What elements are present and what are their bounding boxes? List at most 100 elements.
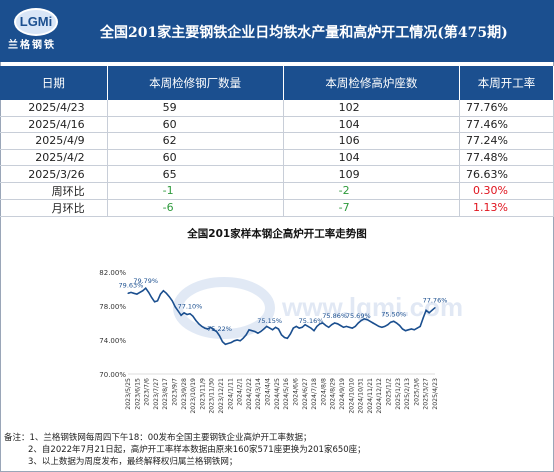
data-point (337, 323, 339, 325)
data-point (298, 327, 300, 329)
data-point (292, 327, 294, 329)
data-point (139, 291, 141, 293)
x-tick-label: 2024/6/27 (302, 378, 309, 410)
data-point (171, 300, 173, 302)
data-point (360, 319, 362, 322)
data-point (216, 330, 218, 333)
x-tick-label: 2025/2/13 (404, 378, 411, 410)
data-label: 75.50% (381, 310, 406, 318)
data-point (416, 327, 418, 329)
data-label: 77.10% (178, 303, 203, 311)
x-tick-label: 2023/9/28 (181, 378, 188, 410)
data-point (422, 317, 424, 319)
data-point (301, 326, 303, 328)
y-tick-label: 78.00% (99, 303, 126, 311)
data-point (174, 306, 176, 308)
col-mills-header: 本周检修钢厂数量 (107, 66, 284, 100)
data-point (316, 325, 318, 327)
cell-date: 2025/4/2 (0, 149, 108, 167)
cell-date: 2025/4/23 (0, 100, 108, 117)
data-point (283, 336, 286, 339)
data-point (198, 323, 200, 325)
x-tick-label: 2024/4/25 (274, 378, 281, 410)
data-point (310, 327, 312, 329)
table-row: 2025/4/9 62 106 77.24% (0, 132, 554, 150)
col-furnaces-header: 本周检修高炉座数 (283, 66, 461, 100)
data-point (227, 342, 229, 344)
table-row: 2025/4/23 59 102 77.76% (0, 100, 554, 117)
x-tick-label: 2024/3/14 (255, 378, 262, 410)
data-point (156, 300, 159, 302)
cell-rate: 77.48% (459, 149, 554, 167)
x-axis: 2023/5/25 2023/6/15 2023/7/6 2023/7/27 2023/… (125, 373, 439, 414)
notes: 备注：1、兰格钢铁网每周四下午18：00发布全国主要钢铁企业高炉开工率数据； 2… (4, 432, 366, 468)
cell-date: 2025/3/26 (0, 165, 108, 183)
data-point (277, 328, 280, 330)
data-point (210, 326, 212, 328)
x-tick-label: 2023/8/17 (162, 378, 169, 410)
data-point (248, 329, 250, 331)
mom-rate: 1.13% (459, 199, 554, 217)
data-point (289, 333, 291, 335)
x-tick-label: 2025/3/6 (413, 378, 420, 406)
data-point (425, 309, 427, 311)
cell-furnaces: 102 (283, 100, 461, 117)
x-tick-label: 2023/6/15 (134, 378, 141, 410)
data-point (331, 324, 333, 326)
data-label: 75.15% (257, 317, 282, 325)
data-point (351, 327, 353, 329)
x-tick-label: 2024/8/29 (330, 378, 337, 410)
data-point (218, 335, 221, 337)
data-point (354, 325, 356, 327)
data-label: 75.16% (299, 317, 324, 325)
data-point (204, 327, 206, 329)
data-point (401, 328, 404, 330)
col-rate-header: 本周开工率 (459, 66, 554, 100)
data-point (168, 296, 170, 298)
data-point (266, 325, 268, 327)
data-point (189, 313, 191, 315)
data-point (307, 325, 309, 327)
data-label: 75.69% (346, 312, 371, 320)
watermark-logo (173, 277, 275, 339)
data-point (242, 337, 244, 339)
x-tick-label: 2024/1/11 (227, 378, 234, 410)
wow-rate: 0.30% (459, 182, 554, 200)
mom-row: 月环比 -6 -7 1.13% (0, 199, 554, 217)
logo-badge: LGMi (14, 8, 58, 36)
series-line (127, 287, 436, 346)
cell-date: 2025/4/16 (0, 116, 108, 134)
col-date-header: 日期 (0, 66, 108, 100)
note-line-3: 3、以上数据为周度发布，最终解释权归属兰格钢铁网； (28, 457, 238, 467)
data-point (159, 293, 162, 295)
data-point (127, 292, 129, 294)
cell-furnaces: 104 (283, 149, 461, 167)
table-row: 2025/4/16 60 104 77.46% (0, 116, 554, 134)
data-point (325, 324, 327, 327)
logo-text: 兰格钢铁 (8, 40, 56, 51)
x-tick-label: 2023/7/6 (144, 378, 151, 406)
data-point (254, 330, 256, 333)
data-point (213, 329, 215, 331)
cell-mills: 65 (107, 165, 284, 183)
data-point (328, 326, 330, 328)
x-tick-label: 2023/9/7 (172, 378, 179, 406)
data-point (177, 310, 179, 312)
data-point (221, 341, 224, 343)
cell-date: 2025/4/9 (0, 132, 108, 150)
line-chart: www.lgmi.com 82.00% 78.00% 74.00% 70.00% 20… (99, 269, 463, 414)
data-point (342, 326, 345, 328)
data-point (269, 327, 271, 329)
data-point (280, 334, 283, 336)
lgmi-logo: LGMi 兰格钢铁 (8, 8, 66, 51)
data-point (384, 325, 386, 327)
chart-title: 全国201家样本钢企高炉开工率走势图 (187, 228, 367, 240)
mom-mills: -6 (107, 199, 284, 217)
data-point (419, 325, 421, 327)
data-point (239, 340, 241, 342)
data-point (230, 341, 232, 344)
data-point (304, 324, 306, 326)
table-header-row: 日期 本周检修钢厂数量 本周检修高炉座数 本周开工率 (0, 66, 554, 100)
data-point (295, 325, 297, 327)
x-tick-label: 2024/10/31 (358, 378, 365, 414)
